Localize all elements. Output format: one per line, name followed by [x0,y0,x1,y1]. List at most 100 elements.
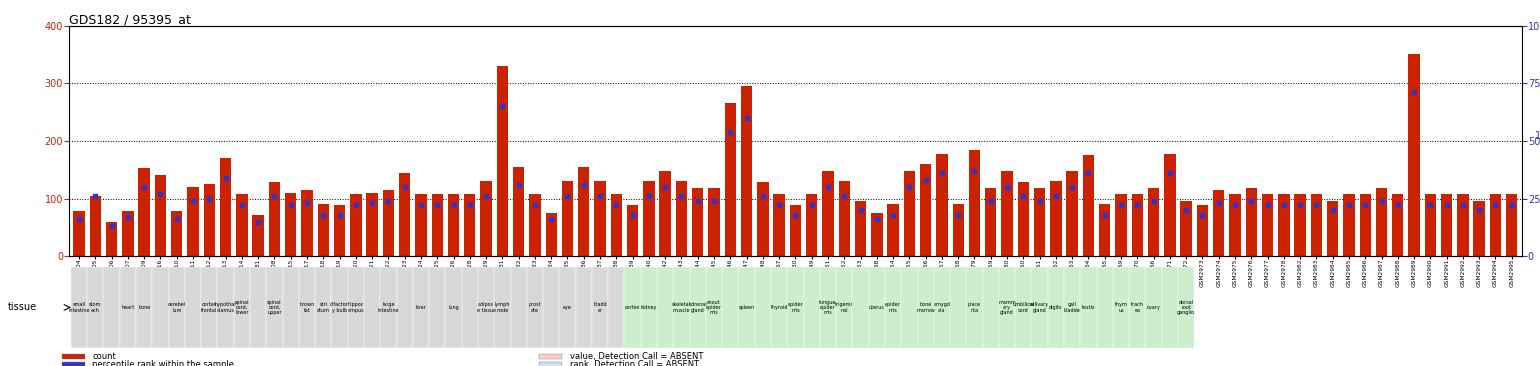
Text: GDS182 / 95395_at: GDS182 / 95395_at [69,12,191,26]
Bar [673,267,690,348]
Bar [527,267,544,348]
Bar [203,184,216,256]
Point [457,202,482,208]
Bar [725,104,736,256]
Point [1401,90,1426,96]
Bar [1506,194,1517,256]
Text: ovary: ovary [1147,305,1161,310]
Point [1468,207,1492,213]
Bar [217,267,234,348]
Bar [74,211,85,256]
Bar [1047,267,1064,348]
Bar [708,188,719,256]
Point [1483,202,1508,208]
Bar [396,267,413,348]
Point [440,202,465,208]
Point [213,175,237,181]
Text: bladd
er: bladd er [593,302,607,313]
Point [1190,212,1215,218]
Text: small
intestine: small intestine [68,302,89,313]
Bar [1409,55,1420,256]
Point [946,212,970,218]
Bar [741,86,752,256]
Point [1337,202,1361,208]
Point [1223,202,1247,208]
Bar [1115,194,1127,256]
Bar [383,190,394,256]
Text: lung: lung [448,305,459,310]
Text: eye: eye [564,305,571,310]
Bar [1050,181,1061,256]
Bar [530,194,541,256]
Point [148,191,172,197]
Text: hypothal
alamus: hypothal alamus [214,302,237,313]
Bar [1178,267,1195,348]
Bar [120,267,136,348]
Text: adrenal
gland: adrenal gland [688,302,707,313]
Point [425,202,450,208]
Point [1354,202,1378,208]
Bar [578,167,590,256]
Text: large
intestine: large intestine [377,302,399,313]
Bar [591,267,608,348]
Bar [334,205,345,256]
Point [474,193,499,199]
Point [1287,202,1312,208]
Bar [936,154,947,256]
Bar [136,267,152,348]
Y-axis label: 100%: 100% [1535,131,1540,141]
Bar [510,267,527,348]
Bar [790,205,801,256]
Bar [380,267,396,348]
Bar [236,194,248,256]
Text: snout
epider
mis: snout epider mis [707,299,722,315]
Point [1386,202,1411,208]
Bar [822,171,833,256]
Bar [350,194,362,256]
Bar [1147,188,1160,256]
Bar [1214,190,1224,256]
Point [376,198,400,204]
Text: mamm
ary
gland: mamm ary gland [998,299,1016,315]
Bar [1261,194,1274,256]
Bar [755,267,772,348]
Text: dorsal
root
ganglio: dorsal root ganglio [1177,299,1195,315]
Text: spinal
cord,
lower: spinal cord, lower [234,299,249,315]
Bar [953,204,964,256]
Bar [270,182,280,256]
Point [1027,198,1052,204]
Bar [869,267,886,348]
Bar [462,267,477,348]
Bar [805,194,818,256]
Point [913,177,938,183]
Point [1076,170,1101,176]
Bar [317,204,330,256]
Bar [539,362,562,366]
Bar [608,267,624,348]
Bar [1229,194,1241,256]
Bar [367,193,377,256]
Point [279,202,303,208]
Bar [904,171,915,256]
Text: testis: testis [1081,305,1095,310]
Text: spleen: spleen [739,305,755,310]
Point [604,202,628,208]
Bar [1100,204,1110,256]
Text: thyroid: thyroid [770,305,788,310]
Bar [1081,267,1096,348]
Point [668,193,693,199]
Point [99,223,123,229]
Point [246,219,271,224]
Bar [611,194,622,256]
Text: percentile rank within the sample: percentile rank within the sample [92,360,234,366]
Text: count: count [92,352,115,361]
Bar [1311,194,1321,256]
Bar [62,354,85,359]
Point [1092,212,1116,218]
Bar [168,267,185,348]
Bar [331,267,348,348]
Bar [445,267,462,348]
Bar [544,267,559,348]
Bar [316,267,331,348]
Point [1173,207,1198,213]
